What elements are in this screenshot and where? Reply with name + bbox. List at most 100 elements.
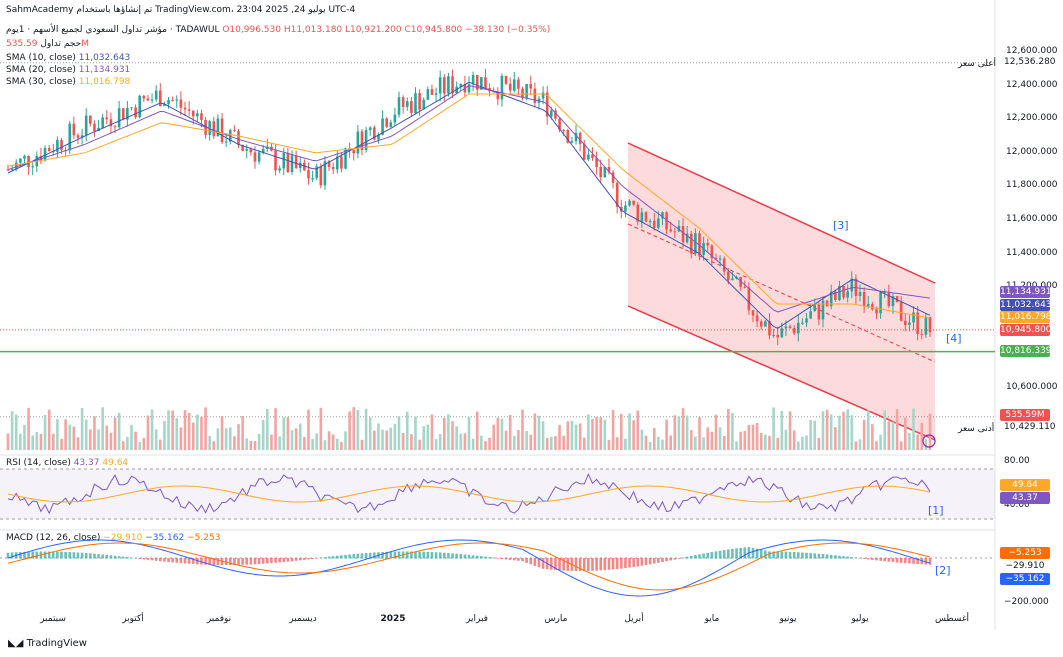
macd-histogram-bar	[640, 558, 644, 566]
volume-bar	[817, 437, 821, 450]
candle-body	[113, 126, 117, 128]
sma10-value: 11,032.643	[78, 53, 131, 63]
volume-bar	[163, 420, 166, 450]
candle-body	[224, 141, 228, 143]
macd-histogram-bar	[130, 557, 133, 559]
candle-body	[60, 139, 63, 151]
macd-histogram-bar	[512, 558, 516, 561]
macd-histogram-bar	[373, 552, 376, 559]
volume-bar	[607, 439, 611, 450]
volume-bar	[23, 424, 26, 450]
candle-body	[916, 312, 919, 335]
volume-bar	[290, 430, 294, 450]
candle-body	[768, 321, 771, 336]
candle-body	[904, 320, 907, 326]
volume-bar	[508, 415, 512, 450]
candle-body	[628, 200, 631, 206]
volume-bar	[364, 408, 368, 450]
volume-bar	[426, 424, 430, 450]
sma20-legend[interactable]: SMA (20, close) 11,134.931	[6, 64, 130, 76]
candle-body	[360, 131, 364, 151]
candle-body	[599, 166, 603, 178]
macd-histogram-bar	[541, 558, 545, 569]
volume-bar	[237, 424, 240, 450]
volume-bar	[834, 427, 837, 450]
volume-bar	[266, 408, 269, 450]
candle-body	[694, 233, 697, 254]
macd-histogram-bar	[200, 558, 203, 565]
macd-histogram-bar	[727, 549, 730, 559]
volume-bar	[109, 432, 113, 450]
macd-histogram-bar	[393, 551, 397, 559]
volume-bar	[335, 438, 339, 450]
volume-bar	[303, 437, 306, 450]
macd-legend[interactable]: MACD (12, 26, close) −29.910 −35.162 −5.…	[6, 532, 220, 544]
volume-bar	[727, 408, 730, 450]
candle-body	[710, 245, 714, 259]
volume-bar	[294, 428, 298, 450]
candle-body	[294, 155, 298, 169]
macd-histogram-bar	[356, 553, 360, 559]
volume-bar	[776, 437, 780, 450]
candle-body	[200, 113, 203, 121]
macd-histogram-bar	[904, 558, 907, 564]
volume-label: حجم تداول	[40, 39, 82, 49]
symbol-name[interactable]: مؤشر تداول السعودي لجميع الأسهم · 1يوم ·…	[6, 25, 220, 35]
candle-body	[389, 122, 393, 127]
macd-histogram-bar	[266, 558, 269, 564]
low-value: L10,921.200	[345, 25, 402, 35]
macd-histogram-bar	[154, 558, 158, 561]
volume-bar	[43, 414, 47, 450]
volume-bar	[891, 421, 895, 450]
macd-histogram-bar	[685, 556, 689, 559]
macd-histogram-bar	[714, 551, 718, 559]
volume-bar	[60, 438, 63, 450]
volume-bar	[385, 430, 388, 450]
rsi-axis-bottom: 40.00	[1004, 500, 1030, 510]
date-label: مايو	[704, 614, 720, 624]
volume-bar	[599, 417, 603, 450]
candle-body	[307, 170, 310, 179]
volume-bar	[628, 413, 631, 450]
candle-body	[743, 286, 747, 288]
rsi-legend[interactable]: RSI (14, close) 43.37 49.64	[6, 457, 128, 469]
volume-bar	[381, 429, 384, 450]
volume-bar	[154, 429, 158, 450]
sma30-legend[interactable]: SMA (30, close) 11,016.798	[6, 76, 130, 88]
macd-histogram-bar	[134, 557, 137, 559]
tradingview-logo[interactable]: ◣◢ TradingView	[8, 638, 87, 649]
volume-bar	[35, 432, 39, 450]
volume-bar	[517, 430, 520, 450]
volume-bar	[311, 438, 314, 450]
macd-histogram-bar	[755, 548, 759, 559]
volume-bar	[698, 417, 701, 450]
candle-body	[368, 127, 372, 131]
volume-bar	[134, 431, 137, 450]
volume-bar	[471, 438, 475, 450]
macd-histogram-bar	[89, 553, 92, 559]
volume-bar	[801, 436, 804, 450]
volume-bar	[751, 424, 755, 450]
volume-bar	[389, 427, 393, 450]
candle-body	[257, 152, 261, 162]
volume-legend[interactable]: حجم تداول 535.59M	[6, 38, 89, 50]
date-label: ديسمبر	[289, 614, 317, 624]
volume-bar	[619, 413, 623, 450]
volume-bar	[529, 434, 533, 450]
candle-body	[521, 88, 524, 98]
candle-body	[278, 168, 281, 171]
candle-body	[319, 166, 323, 186]
macd-histogram-bar	[603, 558, 607, 571]
sma10-legend[interactable]: SMA (10, close) 11,032.643	[6, 52, 130, 64]
volume-bar	[323, 440, 327, 450]
volume-bar	[126, 436, 129, 450]
volume-bar	[175, 418, 179, 450]
macd-histogram-bar	[158, 558, 162, 562]
macd-histogram-bar	[681, 557, 685, 559]
volume-bar	[504, 430, 508, 450]
volume-bar	[850, 415, 854, 450]
candle-body	[158, 90, 162, 106]
candle-body	[451, 76, 454, 94]
volume-bar	[76, 437, 80, 450]
